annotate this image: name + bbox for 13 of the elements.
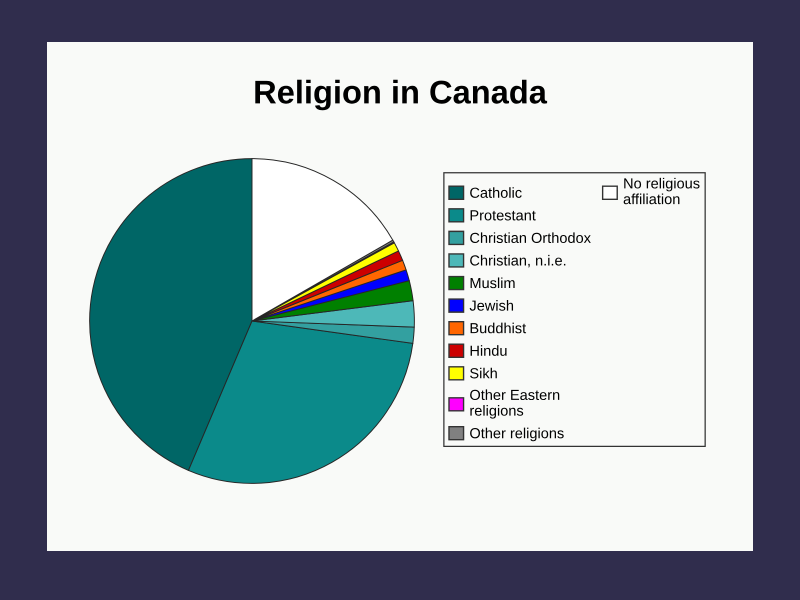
legend-label: Other religions [470,428,564,442]
legend-label: Catholic [470,187,522,198]
chart-title: Religion in Canada [255,80,548,110]
legend-label: No religious affiliation [624,178,700,204]
legend-label: Muslim [470,277,515,288]
legend-label: Protestant [470,210,536,220]
legend-label: Hindu [470,345,507,356]
legend-label: Other Eastern religions [470,389,560,419]
legend-label: Buddhist [470,322,526,334]
legend-label: Christian Orthodox [470,232,591,244]
legend-label: Jewish [470,300,514,311]
legend-label: Christian, n.i.e. [470,254,566,268]
legend-label: Sikh [470,368,497,378]
